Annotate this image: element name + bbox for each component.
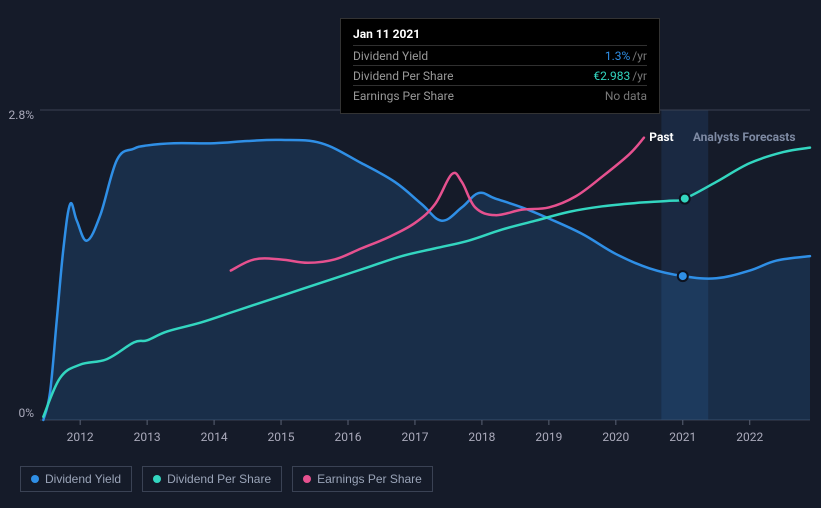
- x-axis-label: 2015: [268, 430, 295, 444]
- past-region-label: Past: [649, 130, 673, 144]
- tooltip-date: Jan 11 2021: [353, 27, 647, 41]
- chart-legend: Dividend Yield Dividend Per Share Earnings…: [20, 466, 433, 492]
- tooltip-row-value: No data: [605, 87, 647, 105]
- legend-item-dividend_yield[interactable]: Dividend Yield: [20, 466, 132, 492]
- y-axis-label: 0%: [0, 406, 34, 420]
- tooltip-row-label: Dividend Per Share: [353, 67, 454, 85]
- x-axis-label: 2016: [335, 430, 362, 444]
- tooltip-row-label: Dividend Yield: [353, 47, 428, 65]
- x-axis-label: 2013: [134, 430, 161, 444]
- tooltip-row: Dividend Yield 1.3%/yr: [353, 45, 647, 65]
- y-axis-label: 2.8%: [0, 108, 34, 122]
- legend-item-label: Dividend Per Share: [167, 472, 271, 486]
- x-axis-label: 2022: [736, 430, 763, 444]
- x-axis-label: 2012: [67, 430, 94, 444]
- x-axis-label: 2019: [535, 430, 562, 444]
- hover-marker-dividend_per_share: [680, 194, 690, 204]
- x-axis-label: 2020: [602, 430, 629, 444]
- forecast-region-label: Analysts Forecasts: [693, 130, 796, 144]
- dividend-chart: 0% 2.8% 2012 2013 2014 2015 2016 2017 2018 2019 2…: [0, 0, 821, 508]
- tooltip-row: Dividend Per Share €2.983/yr: [353, 65, 647, 85]
- tooltip-row-value: 1.3%/yr: [605, 47, 647, 65]
- legend-item-label: Earnings Per Share: [317, 472, 422, 486]
- x-axis-label: 2021: [669, 430, 696, 444]
- tooltip-row-label: Earnings Per Share: [353, 87, 454, 105]
- legend-item-label: Dividend Yield: [45, 472, 121, 486]
- legend-swatch-icon: [153, 475, 161, 483]
- x-axis-label: 2014: [201, 430, 228, 444]
- legend-item-earnings_per_share[interactable]: Earnings Per Share: [292, 466, 433, 492]
- legend-swatch-icon: [31, 475, 39, 483]
- chart-tooltip: Jan 11 2021 Dividend Yield1.3%/yrDividen…: [340, 18, 660, 114]
- x-axis-label: 2018: [468, 430, 495, 444]
- tooltip-row-value: €2.983/yr: [593, 67, 647, 85]
- tooltip-row: Earnings Per Share No data: [353, 85, 647, 105]
- legend-swatch-icon: [303, 475, 311, 483]
- hover-marker-dividend_yield: [678, 271, 688, 281]
- legend-item-dividend_per_share[interactable]: Dividend Per Share: [142, 466, 282, 492]
- x-axis-label: 2017: [401, 430, 428, 444]
